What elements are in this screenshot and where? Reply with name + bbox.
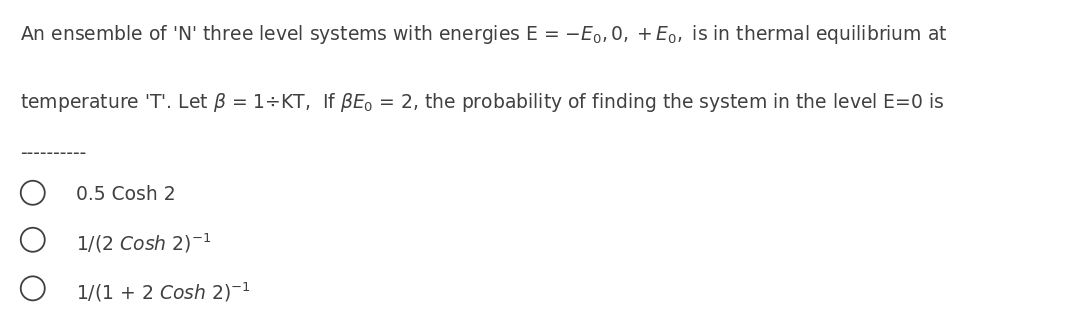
- Text: 1/(2 $\it{Cosh}$ 2)$^{-1}$: 1/(2 $\it{Cosh}$ 2)$^{-1}$: [76, 232, 212, 255]
- Text: 0.5 Cosh 2: 0.5 Cosh 2: [76, 185, 176, 204]
- Text: 1/(1 + 2 $\it{Cosh}$ 2)$^{-1}$: 1/(1 + 2 $\it{Cosh}$ 2)$^{-1}$: [76, 280, 251, 304]
- Text: ----------: ----------: [20, 144, 86, 163]
- Text: An ensemble of 'N' three level systems with energies E = $-E_0,0,+E_0,$ is in th: An ensemble of 'N' three level systems w…: [20, 23, 947, 46]
- Text: temperature 'T'. Let $\beta$ = 1$\div$KT,  If $\beta E_0$ = 2, the probability o: temperature 'T'. Let $\beta$ = 1$\div$KT…: [20, 91, 945, 114]
